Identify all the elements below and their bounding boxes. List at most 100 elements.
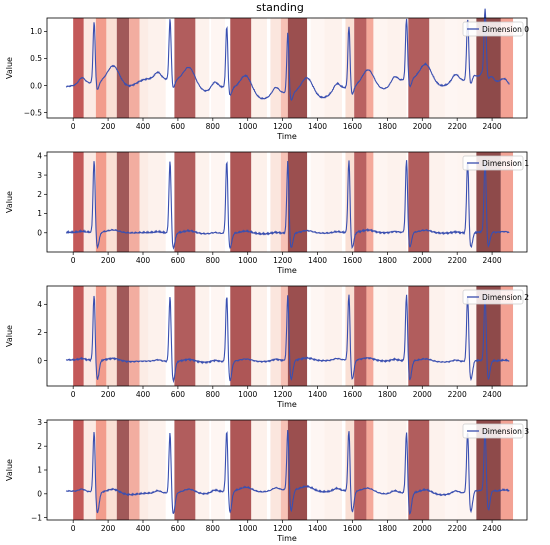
segment-band xyxy=(457,420,477,520)
x-tick-label: 1200 xyxy=(273,390,292,399)
segment-band xyxy=(310,152,325,252)
segment-band xyxy=(310,18,325,118)
segment-band xyxy=(174,420,196,520)
y-tick-label: 2 xyxy=(37,328,42,337)
segment-band xyxy=(195,286,210,386)
x-tick-label: 2000 xyxy=(413,256,432,265)
segment-band xyxy=(211,152,226,252)
segment-band xyxy=(287,286,308,386)
segment-band xyxy=(270,286,281,386)
segment-band xyxy=(345,18,355,118)
segment-band xyxy=(106,152,117,252)
x-tick-label: 2000 xyxy=(413,122,432,131)
series-line xyxy=(65,158,510,250)
x-tick-label: 1600 xyxy=(343,390,362,399)
legend-box xyxy=(462,155,524,171)
legend-label: Dimension 2 xyxy=(482,293,529,302)
y-axis-label: Value xyxy=(5,325,14,347)
y-axis-label: Value xyxy=(5,191,14,213)
segment-band xyxy=(95,18,107,118)
segment-band xyxy=(444,152,458,252)
legend: Dimension 1 xyxy=(462,155,529,171)
y-tick-label: 3 xyxy=(37,171,42,180)
y-tick-label: 3 xyxy=(37,418,42,427)
segment-band xyxy=(129,286,140,386)
x-tick-label: 1200 xyxy=(273,256,292,265)
segment-band xyxy=(139,152,149,252)
segment-band xyxy=(457,18,477,118)
segment-band xyxy=(408,18,430,118)
x-tick-label: 0 xyxy=(71,122,76,131)
segment-band xyxy=(148,18,166,118)
segment-band xyxy=(83,18,96,118)
x-tick-label: 1800 xyxy=(378,256,397,265)
segment-band xyxy=(387,18,407,118)
x-tick-label: 1200 xyxy=(273,122,292,131)
x-axis-label: Time xyxy=(276,266,297,275)
x-axis-label: Time xyxy=(276,400,297,409)
segment-band xyxy=(500,286,514,386)
segment-band xyxy=(148,286,166,386)
x-tick-label: 2200 xyxy=(448,122,467,131)
panels: 0 200 400 600 800 1000 1200 1400 1600 1800 2000 220… xyxy=(5,8,529,543)
legend-box xyxy=(462,289,524,305)
panel-0: 0 200 400 600 800 1000 1200 1400 1600 1800 2000 220… xyxy=(5,8,529,141)
x-tick-label: 0 xyxy=(71,524,76,533)
segment-band xyxy=(354,18,367,118)
segment-band xyxy=(174,18,196,118)
segment-band xyxy=(310,286,325,386)
axes-frame xyxy=(46,17,528,119)
x-tick-label: 200 xyxy=(101,256,116,265)
segment-band xyxy=(230,286,252,386)
x-tick-label: 600 xyxy=(171,390,186,399)
y-tick-label: 1.0 xyxy=(30,27,42,36)
x-tick-label: 600 xyxy=(171,256,186,265)
segment-band xyxy=(106,18,117,118)
legend-label: Dimension 3 xyxy=(482,427,529,436)
segment-band xyxy=(387,286,407,386)
x-tick-label: 800 xyxy=(206,256,221,265)
x-axis-label: Time xyxy=(276,132,297,141)
segment-band xyxy=(366,18,374,118)
segment-band xyxy=(373,18,388,118)
segment-band xyxy=(500,18,514,118)
series-line xyxy=(65,8,510,101)
segment-band xyxy=(116,18,130,118)
y-tick-label: 4 xyxy=(37,300,42,309)
segment-band xyxy=(500,420,514,520)
x-tick-label: 600 xyxy=(171,524,186,533)
legend: Dimension 0 xyxy=(462,21,529,37)
x-tick-label: 2200 xyxy=(448,524,467,533)
segment-band xyxy=(280,286,288,386)
segment-band xyxy=(230,420,252,520)
segment-band xyxy=(195,420,210,520)
panel-2: 0 200 400 600 800 1000 1200 1400 1600 1800 2000 220… xyxy=(5,285,529,409)
segment-band xyxy=(73,286,84,386)
segment-band xyxy=(280,152,288,252)
segment-band xyxy=(366,286,374,386)
series-line xyxy=(65,294,510,384)
segment-band xyxy=(230,152,252,252)
x-tick-label: 2000 xyxy=(413,390,432,399)
y-tick-label: 0.0 xyxy=(30,81,42,90)
segment-band xyxy=(139,18,149,118)
segment-band xyxy=(324,286,342,386)
segment-band xyxy=(280,18,288,118)
segment-band xyxy=(129,18,140,118)
segment-band xyxy=(211,286,226,386)
x-tick-label: 400 xyxy=(136,390,151,399)
segment-band xyxy=(73,18,84,118)
segment-band xyxy=(444,420,458,520)
segment-band xyxy=(354,152,367,252)
segment-band xyxy=(129,152,140,252)
x-tick-label: 400 xyxy=(136,524,151,533)
legend-label: Dimension 1 xyxy=(482,159,529,168)
segment-band xyxy=(387,152,407,252)
segment-band xyxy=(129,420,140,520)
x-tick-label: 200 xyxy=(101,122,116,131)
segment-band xyxy=(287,18,308,118)
segment-band xyxy=(444,286,458,386)
x-tick-label: 2400 xyxy=(483,256,502,265)
x-tick-label: 1200 xyxy=(273,524,292,533)
